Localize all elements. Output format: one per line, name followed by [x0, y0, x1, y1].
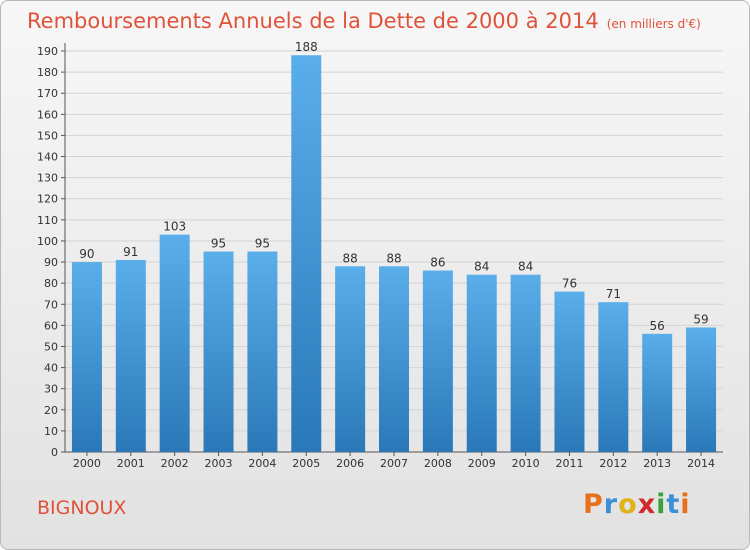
y-tick-label: 10: [44, 425, 58, 438]
x-tick-label: 2010: [512, 457, 540, 470]
logo-letter: t: [666, 489, 681, 520]
bar: [291, 55, 322, 452]
value-label: 76: [562, 277, 577, 291]
logo-letter: i: [656, 489, 667, 520]
y-tick-label: 110: [37, 214, 58, 227]
y-tick-label: 160: [37, 108, 58, 121]
x-tick-label: 2009: [468, 457, 496, 470]
value-label: 71: [606, 287, 621, 301]
bar: [379, 266, 409, 452]
bar: [510, 274, 541, 452]
bar: [554, 291, 585, 452]
x-tick-label: 2007: [380, 457, 408, 470]
y-tick-label: 120: [37, 193, 58, 206]
bar: [115, 259, 146, 452]
bar: [159, 234, 190, 452]
value-label: 90: [79, 247, 94, 261]
x-tick-label: 2002: [161, 457, 189, 470]
x-tick-label: 2014: [687, 457, 715, 470]
y-tick-label: 80: [44, 277, 58, 290]
y-tick-label: 170: [37, 87, 58, 100]
y-tick-label: 100: [37, 235, 58, 248]
bar: [642, 333, 673, 452]
value-label: 103: [163, 220, 186, 234]
x-tick-label: 2001: [117, 457, 145, 470]
value-label: 88: [386, 251, 401, 265]
x-tick-label: 2003: [205, 457, 233, 470]
y-tick-label: 130: [37, 172, 58, 185]
y-tick-label: 50: [44, 340, 58, 353]
logo-letter: i: [680, 489, 691, 520]
value-label: 86: [430, 255, 445, 269]
value-label: 91: [123, 245, 138, 259]
bar: [466, 274, 497, 452]
y-tick-label: 20: [44, 404, 58, 417]
x-tick-label: 2012: [599, 457, 627, 470]
bar: [247, 251, 278, 452]
commune-name: BIGNOUX: [37, 497, 127, 519]
value-label: 95: [255, 237, 270, 251]
logo-letter: x: [637, 489, 657, 520]
logo-letter: r: [603, 489, 619, 520]
x-tick-label: 2006: [336, 457, 364, 470]
bar: [598, 302, 629, 452]
x-tick-label: 2000: [73, 457, 101, 470]
value-label: 88: [342, 251, 357, 265]
y-tick-label: 150: [37, 129, 58, 142]
chart-title-block: Remboursements Annuels de la Dette de 20…: [27, 9, 701, 33]
y-tick-label: 40: [44, 362, 58, 375]
bar: [686, 327, 717, 452]
y-tick-label: 0: [51, 446, 58, 459]
bar: [203, 251, 234, 452]
logo-letter: P: [583, 489, 604, 520]
value-label: 84: [474, 260, 489, 274]
y-tick-label: 60: [44, 319, 58, 332]
logo-letter: o: [618, 489, 638, 520]
y-tick-label: 90: [44, 256, 58, 269]
y-tick-label: 70: [44, 298, 58, 311]
y-tick-label: 140: [37, 151, 58, 164]
value-label: 59: [693, 312, 708, 326]
bar: [422, 270, 453, 452]
value-label: 84: [518, 260, 533, 274]
x-tick-label: 2013: [643, 457, 671, 470]
y-tick-label: 30: [44, 383, 58, 396]
chart-unit: (en milliers d'€): [606, 17, 701, 31]
x-tick-label: 2008: [424, 457, 452, 470]
bar: [71, 262, 102, 452]
bar: [335, 266, 366, 452]
value-label: 95: [211, 237, 226, 251]
proxiti-logo: Proxiti: [583, 489, 691, 520]
x-tick-label: 2004: [248, 457, 276, 470]
y-tick-label: 180: [37, 66, 58, 79]
value-label: 188: [295, 40, 318, 54]
x-tick-label: 2011: [555, 457, 583, 470]
y-tick-label: 190: [37, 45, 58, 58]
chart-title: Remboursements Annuels de la Dette de 20…: [27, 9, 599, 33]
x-tick-label: 2005: [292, 457, 320, 470]
value-label: 56: [650, 319, 665, 333]
